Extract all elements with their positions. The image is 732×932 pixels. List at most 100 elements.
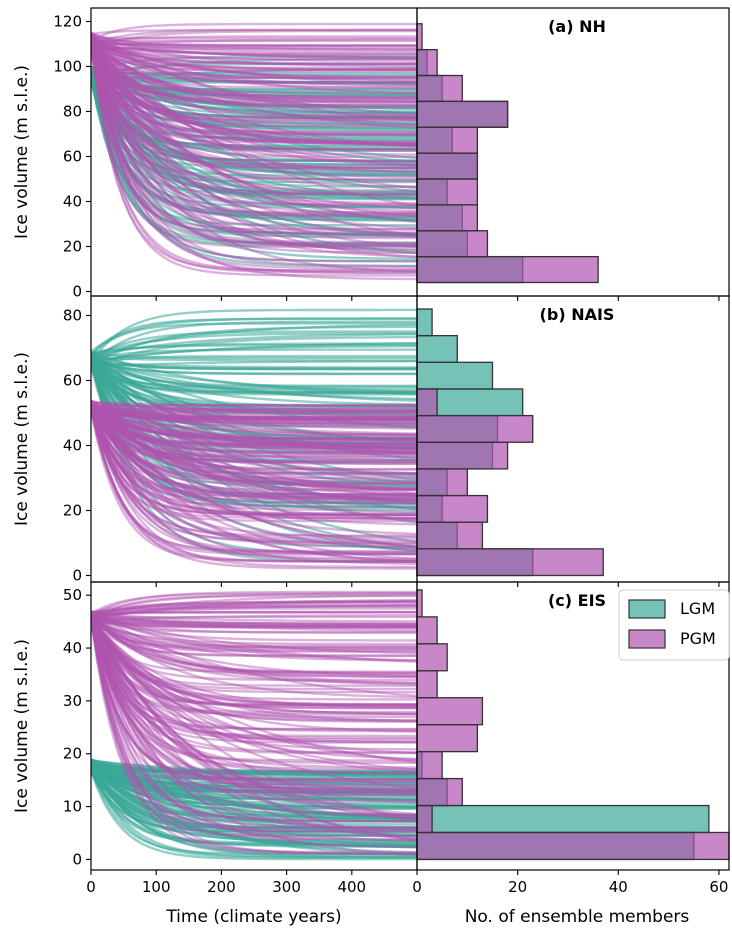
trajectory-pgm [91, 616, 417, 723]
trajectory-pgm [91, 620, 417, 790]
hist-bar-pgm [416, 255, 599, 284]
trajectory-lgm [91, 763, 417, 805]
trajectory-pgm [91, 615, 417, 684]
trajectory-lgm [91, 351, 417, 445]
trajectory-pgm [91, 409, 417, 484]
trajectory-pgm [91, 401, 417, 491]
trajectory-pgm [91, 402, 417, 512]
trajectory-pgm [91, 406, 417, 502]
trajectory-pgm [91, 45, 417, 129]
trajectory-pgm [91, 615, 417, 657]
trajectory-pgm [91, 410, 417, 563]
trajectory-pgm [91, 36, 417, 274]
trajectory-pgm [91, 42, 417, 94]
trajectory-pgm [91, 411, 417, 441]
trajectory-pgm [91, 615, 417, 676]
trajectory-pgm [91, 619, 417, 831]
trajectory-pgm [91, 594, 417, 623]
trajectory-pgm [91, 615, 417, 802]
trajectory-pgm [91, 38, 417, 48]
trajectory-pgm [91, 404, 417, 476]
trajectory-pgm [91, 614, 417, 841]
trajectory-pgm [91, 614, 417, 781]
trajectory-lgm [91, 358, 417, 375]
trajectory-pgm [91, 621, 417, 817]
trajectory-pgm [91, 43, 417, 56]
trajectory-pgm [91, 42, 417, 82]
trajectory-group [91, 308, 417, 570]
hist-bar-lgm [416, 308, 433, 337]
trajectory-pgm [91, 41, 417, 238]
trajectory-pgm [91, 617, 417, 819]
trajectory-pgm [91, 42, 417, 218]
trajectory-pgm [91, 614, 417, 744]
trajectory-pgm [91, 401, 417, 413]
trajectory-pgm [91, 35, 417, 54]
trajectory-pgm [91, 611, 417, 655]
trajectory-pgm [91, 619, 417, 731]
trajectory-pgm [91, 410, 417, 475]
hist-bar-pgm [416, 388, 438, 417]
trajectory-pgm [91, 40, 417, 231]
histogram-bars [416, 589, 730, 861]
trajectory-pgm [91, 619, 417, 781]
trajectory-pgm [91, 617, 417, 716]
trajectory-pgm [91, 410, 417, 451]
trajectory-pgm [91, 48, 417, 281]
trajectory-pgm [91, 33, 417, 263]
trajectory-pgm [91, 613, 417, 741]
trajectory-pgm [91, 620, 417, 822]
trajectory-lgm [91, 62, 417, 79]
y-tick-label: 60 [63, 372, 82, 390]
trajectory-pgm [91, 38, 417, 170]
trajectory-pgm [91, 616, 417, 710]
trajectory-pgm [91, 613, 417, 707]
trajectory-pgm [91, 42, 417, 183]
trajectory-lgm [91, 763, 417, 781]
trajectory-pgm [91, 411, 417, 466]
trajectory-pgm [91, 399, 417, 420]
trajectory-pgm [91, 611, 417, 791]
hist-tick-label: 0 [412, 878, 422, 896]
hist-bar-pgm [416, 152, 479, 180]
trajectory-pgm [91, 620, 417, 706]
trajectory-pgm [91, 45, 417, 63]
trajectory-pgm [91, 590, 417, 617]
trajectory-lgm [91, 70, 417, 114]
trajectory-pgm [91, 618, 417, 792]
trajectory-pgm [91, 402, 417, 502]
trajectory-pgm [91, 399, 417, 520]
trajectory-pgm [91, 406, 417, 498]
trajectory-pgm [91, 35, 417, 116]
trajectory-pgm [91, 44, 417, 102]
x-tick-label: 200 [207, 878, 236, 896]
trajectory-pgm [91, 411, 417, 446]
trajectory-pgm [91, 32, 417, 107]
trajectory-lgm [91, 78, 417, 221]
y-tick-label: 20 [63, 238, 82, 256]
trajectory-pgm [91, 43, 417, 224]
trajectory-pgm [91, 402, 417, 450]
trajectory-pgm [91, 619, 417, 842]
trajectory-pgm [91, 399, 417, 445]
trajectory-pgm [91, 28, 417, 36]
trajectory-pgm [91, 45, 417, 104]
trajectory-pgm [91, 616, 417, 716]
trajectory-pgm [91, 615, 417, 629]
trajectory-pgm [91, 405, 417, 563]
trajectory-pgm [91, 619, 417, 625]
legend-label-lgm: LGM [680, 599, 715, 618]
trajectory-lgm [91, 71, 417, 75]
hist-bar-pgm [416, 74, 463, 103]
trajectory-pgm [91, 404, 417, 502]
trajectory-pgm [91, 404, 417, 497]
trajectory-lgm [91, 80, 417, 238]
trajectory-pgm [91, 620, 417, 796]
trajectory-pgm [91, 615, 417, 789]
trajectory-pgm [91, 410, 417, 563]
trajectory-pgm [91, 33, 417, 84]
panel-title: (c) EIS [548, 591, 606, 610]
trajectory-pgm [91, 38, 417, 145]
